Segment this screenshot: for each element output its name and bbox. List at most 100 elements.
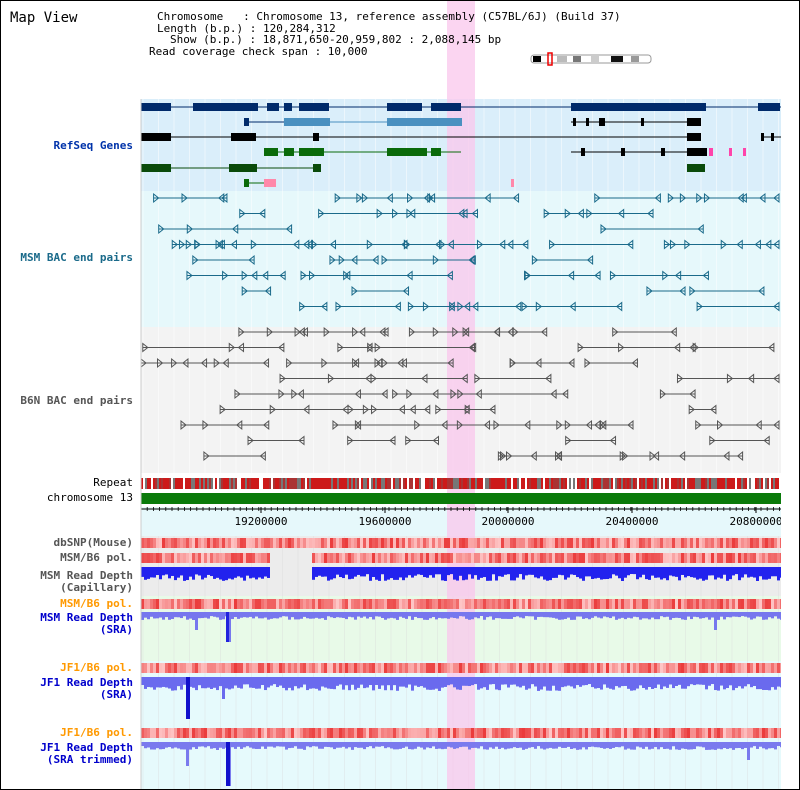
msm-sra-depth-bar: [669, 612, 672, 620]
repeat-segment: [265, 478, 267, 489]
msm-bac-pair-end: [181, 192, 188, 204]
msm-bac-pair-end: [773, 192, 780, 204]
msm-b6-pol-bin: [654, 599, 657, 609]
msm-b6-pol-bin: [738, 599, 741, 609]
msm-b6-pol-bin: [315, 599, 318, 609]
jf1-sra-depth-bar: [666, 677, 669, 688]
jf1-b6-pol-bin: [774, 663, 777, 673]
msm-b6-pol-bin: [267, 553, 270, 563]
b6n-bac-pair-end: [375, 357, 383, 369]
jf1-sra-depth-bar: [756, 677, 759, 690]
msm-bac-pair-end: [524, 270, 531, 281]
jf1-b6-pol-bin: [552, 728, 555, 738]
msm-b6-pol-bin: [201, 599, 204, 609]
msm-bac-pair-end: [351, 285, 358, 297]
dbsnp-bin: [768, 538, 771, 548]
repeat-segment: [559, 478, 561, 489]
msm-b6-pol-bin: [519, 553, 522, 563]
jf1-b6-pol-bin: [507, 728, 510, 738]
msm-sra-depth-bar: [474, 612, 477, 618]
msm-capillary-depth-bar: [222, 567, 225, 581]
msm-bac-pair-end: [372, 254, 379, 266]
repeat-segment: [759, 478, 761, 489]
repeat-segment: [301, 478, 303, 489]
msm-b6-pol-bin: [579, 599, 582, 609]
msm-bac-pair-end: [702, 270, 709, 281]
jf1-b6-pol-bin: [330, 663, 333, 673]
dbsnp-bin: [189, 538, 192, 548]
jf1-read-depth-sra-trimmed-label[interactable]: JF1 Read Depth (SRA trimmed): [40, 741, 133, 766]
dbsnp-bin: [369, 538, 372, 548]
jf1-b6-pol-bin: [561, 728, 564, 738]
msm-sra-depth-bar: [327, 612, 330, 617]
repeat-segment: [237, 478, 239, 489]
jf1-b6-pol-bin: [666, 663, 669, 673]
msm-b6-pol-bin: [774, 553, 777, 563]
msm-bac-pair-end: [609, 270, 617, 281]
jf1-b6-pol-bin: [465, 663, 468, 673]
dbsnp-track-label[interactable]: dbSNP(Mouse): [53, 536, 133, 549]
msm-sra-depth-bar: [510, 612, 513, 619]
b6n-bac-pair-end: [262, 357, 270, 369]
dbsnp-bin: [285, 538, 288, 548]
msm-sra-depth-bar: [504, 612, 507, 619]
msm-b6-pol-bin: [360, 553, 363, 563]
b6n-bac-track-label[interactable]: B6N BAC end pairs: [20, 394, 133, 407]
msm-capillary-depth-bar: [339, 567, 342, 578]
msm-sra-depth-bar: [516, 612, 519, 617]
jf1-b6-pol-bin: [429, 663, 432, 673]
jf1-b6-pol-bin: [270, 728, 273, 738]
jf1-b6-pol-bin: [234, 728, 237, 738]
jf1-b6-pol-bin: [501, 663, 504, 673]
msm-b6-pol-bin: [528, 599, 531, 609]
b6n-bac-pair-end: [688, 404, 695, 415]
msm-capillary-depth-bar: [372, 567, 375, 578]
msm-b6-pol-label-2[interactable]: MSM/B6 pol.: [60, 597, 133, 610]
msm-b6-pol-bin: [294, 599, 297, 609]
repeat-segment: [767, 478, 769, 489]
msm-capillary-depth-bar: [249, 567, 252, 579]
repeat-segment: [719, 478, 721, 489]
jf1-sra-trimmed-depth-bar: [522, 742, 525, 750]
jf1-sra-trimmed-depth-bar: [270, 742, 273, 747]
jf1-b6-pol-bin: [660, 663, 663, 673]
dbsnp-bin: [309, 538, 312, 548]
msm-capillary-depth-bar: [534, 567, 537, 578]
jf1-sra-trimmed-depth-bar: [147, 742, 150, 748]
jf1-sra-trimmed-depth-bar: [732, 742, 735, 750]
msm-b6-pol-bin: [405, 599, 408, 609]
jf1-sra-depth-bar: [324, 677, 327, 688]
msm-read-depth-capillary-label[interactable]: MSM Read Depth (Capillary): [40, 569, 133, 594]
jf1-b6-pol-label-2[interactable]: JF1/B6 pol.: [60, 726, 133, 739]
msm-bac-pair-end: [515, 301, 522, 312]
msm-bac-pair-end: [264, 285, 272, 297]
msm-b6-pol-label-1[interactable]: MSM/B6 pol.: [60, 551, 133, 564]
jf1-b6-pol-label-1[interactable]: JF1/B6 pol.: [60, 661, 133, 674]
jf1-b6-pol-bin: [486, 663, 489, 673]
msm-bac-pair-end: [646, 285, 653, 297]
msm-b6-pol-bin: [747, 599, 750, 609]
msm-capillary-depth-bar: [504, 567, 507, 575]
msm-bac-pair-end: [407, 301, 415, 312]
msm-read-depth-sra-label[interactable]: MSM Read Depth (SRA): [40, 611, 133, 636]
msm-bac-track-label[interactable]: MSM BAC end pairs: [20, 251, 133, 264]
jf1-read-depth-sra-label[interactable]: JF1 Read Depth (SRA): [40, 676, 133, 701]
ideogram-band: [591, 56, 599, 62]
msm-capillary-depth-bar: [420, 567, 423, 575]
msm-capillary-depth-bar: [330, 567, 333, 580]
refseq-track-label[interactable]: RefSeq Genes: [53, 139, 133, 152]
msm-bac-pair-end: [567, 270, 575, 281]
jf1-b6-pol-bin: [627, 728, 630, 738]
repeat-segment: [611, 478, 613, 489]
msm-bac-pair-end: [439, 239, 446, 250]
jf1-b6-pol-bin: [645, 663, 648, 673]
repeat-segment: [441, 478, 443, 489]
jf1-b6-pol-bin: [714, 728, 717, 738]
repeat-segment: [327, 478, 329, 489]
dbsnp-bin: [264, 538, 267, 548]
msm-bac-pair-end: [250, 239, 258, 250]
repeat-segment: [729, 478, 731, 489]
msm-b6-pol-bin: [369, 553, 372, 563]
repeat-segment: [579, 478, 581, 489]
jf1-sra-depth-bar: [228, 677, 231, 690]
